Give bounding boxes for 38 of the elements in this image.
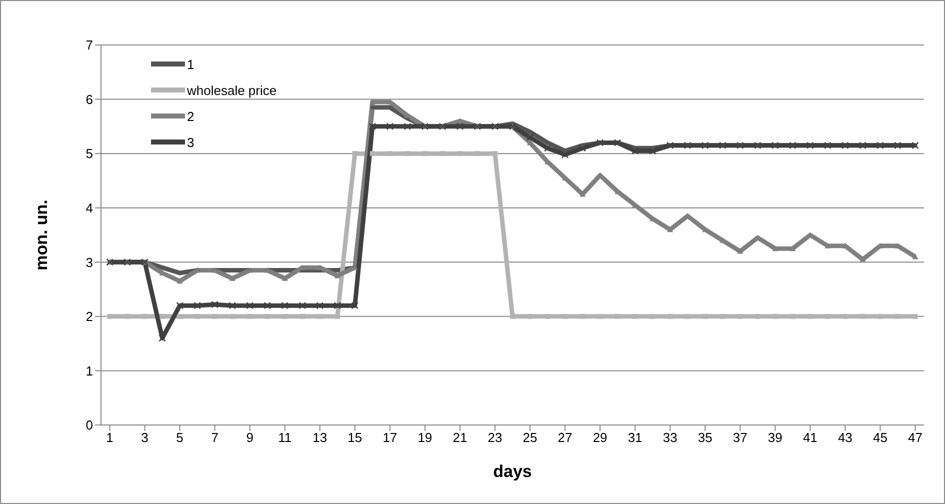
- x-tick-label: 23: [488, 430, 502, 446]
- x-tick-label: 7: [211, 430, 218, 446]
- x-tick-label: 21: [452, 430, 468, 446]
- x-axis-title: days: [493, 462, 532, 481]
- legend-label: 1: [187, 56, 194, 72]
- x-tick-label: 19: [418, 430, 432, 446]
- x-tick-label: 45: [872, 430, 888, 446]
- x-tick-label: 43: [838, 430, 852, 446]
- x-tick-label: 39: [768, 430, 782, 446]
- x-tick-label: 17: [382, 430, 398, 446]
- y-tick-label: 7: [86, 38, 93, 53]
- y-tick-label: 2: [86, 309, 93, 324]
- x-tick-label: 47: [908, 430, 922, 446]
- y-tick-label: 5: [86, 146, 93, 162]
- y-tick-label: 6: [86, 92, 93, 107]
- x-tick-label: 13: [312, 430, 328, 446]
- y-axis-title: mon. un.: [32, 200, 52, 270]
- x-tick-label: 5: [176, 430, 184, 446]
- x-tick-label: 1: [106, 430, 114, 446]
- x-tick-label: 41: [802, 430, 818, 446]
- x-tick-label: 25: [522, 430, 538, 446]
- x-tick-label: 31: [628, 430, 642, 446]
- x-tick-label: 37: [732, 430, 748, 446]
- x-tick-label: 33: [662, 430, 678, 446]
- x-tick-label: 29: [592, 430, 608, 446]
- x-tick-label: 27: [558, 430, 572, 446]
- y-tick-label: 3: [86, 254, 93, 270]
- x-tick-label: 35: [698, 430, 712, 446]
- x-tick-label: 15: [348, 430, 362, 446]
- y-tick-label: 1: [86, 363, 93, 378]
- x-tick-label: 3: [141, 430, 148, 446]
- y-tick-label: 0: [86, 418, 93, 433]
- x-tick-label: 11: [278, 430, 292, 446]
- x-tick-label: 9: [246, 430, 254, 446]
- y-tick-label: 4: [86, 200, 93, 216]
- legend-label: 3: [187, 134, 194, 150]
- legend-label: wholesale price: [187, 82, 277, 98]
- legend-label: 2: [187, 108, 194, 124]
